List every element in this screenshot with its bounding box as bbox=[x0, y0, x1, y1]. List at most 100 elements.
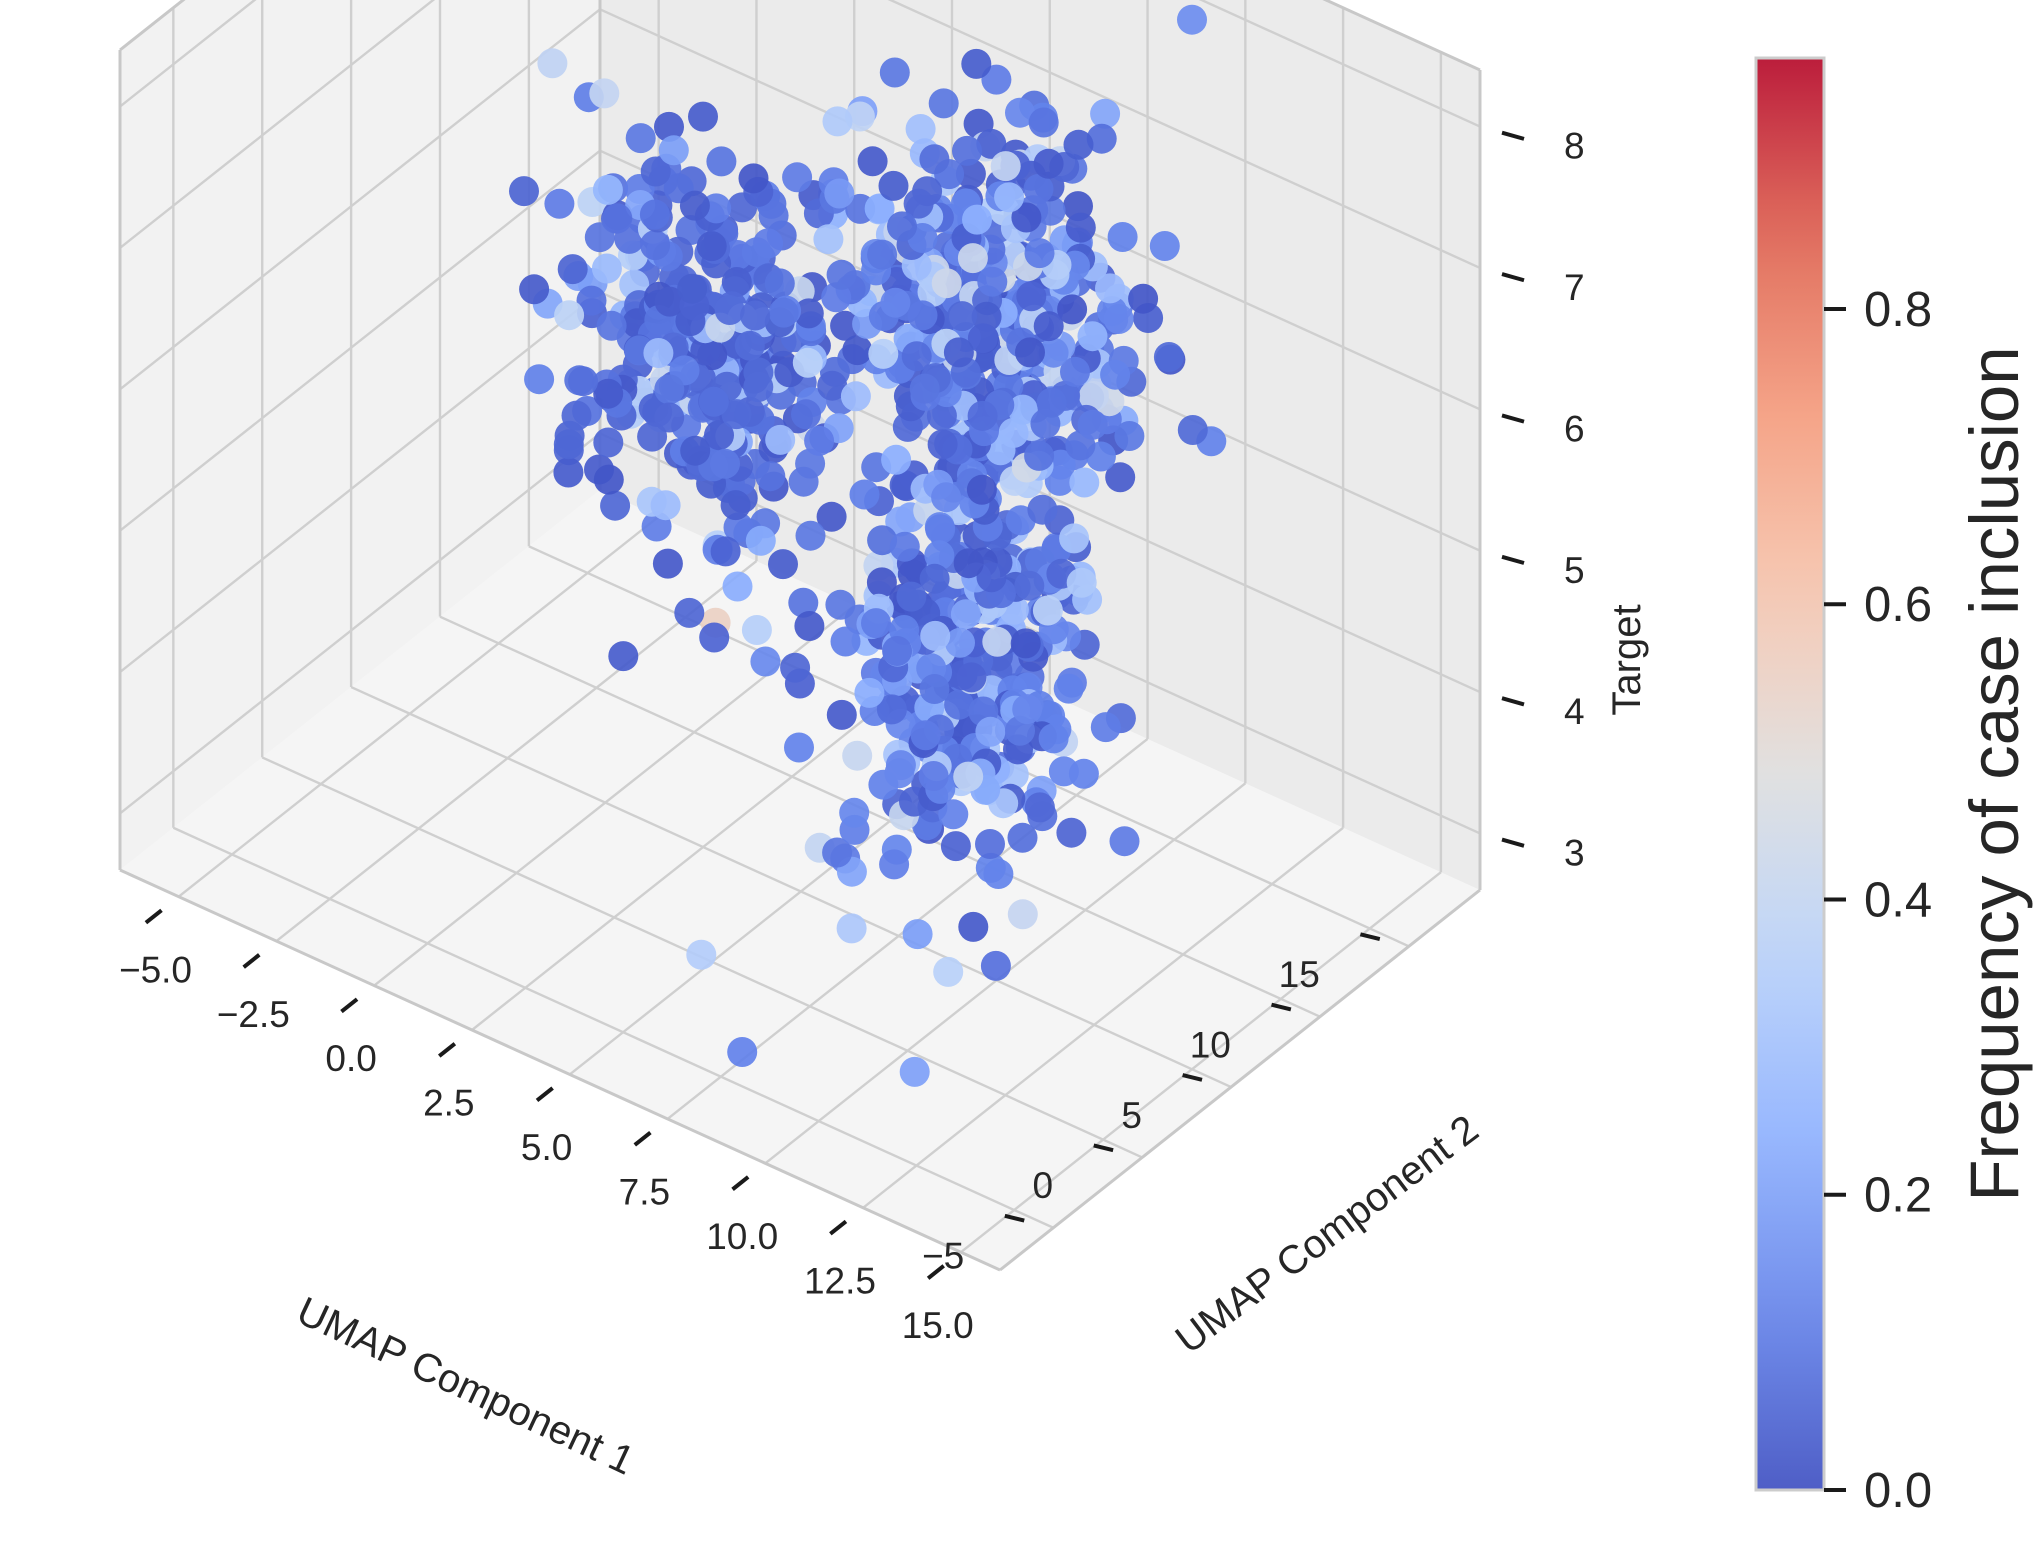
back-top-edge bbox=[1322, 0, 1481, 72]
colorbar-tick-label: 0.0 bbox=[1864, 1464, 1932, 1518]
scatter-point bbox=[1077, 409, 1108, 440]
z-tick-label: 3 bbox=[1564, 833, 1585, 874]
colorbar-ticks: 0.0 0.2 0.4 0.6 0.8 bbox=[1824, 283, 1932, 1518]
scatter-point bbox=[825, 589, 856, 620]
scatter-point bbox=[830, 310, 861, 341]
y-tick-mark bbox=[1004, 1213, 1025, 1223]
x-tick-mark bbox=[535, 1086, 554, 1103]
scatter-point bbox=[982, 626, 1013, 657]
scatter-point bbox=[1023, 174, 1054, 204]
scatter-point bbox=[861, 608, 891, 639]
scatter-point bbox=[804, 425, 835, 456]
scatter-point bbox=[956, 662, 987, 693]
scatter-point bbox=[698, 386, 729, 417]
scatter-point bbox=[710, 536, 741, 567]
scatter-point bbox=[674, 597, 705, 628]
scatter-point bbox=[821, 282, 852, 313]
z-tick-label: 6 bbox=[1564, 409, 1585, 450]
scatter-point bbox=[654, 374, 685, 405]
scatter-point bbox=[994, 182, 1025, 213]
scatter-point bbox=[854, 677, 885, 708]
scatter-point bbox=[840, 381, 871, 412]
scatter-point bbox=[576, 285, 607, 316]
colorbar: 0.0 0.2 0.4 0.6 0.8 Frequency of case inclus… bbox=[1754, 56, 2033, 1518]
scatter-point bbox=[909, 373, 940, 404]
x-tick-mark bbox=[633, 1130, 652, 1147]
scatter-point bbox=[714, 295, 745, 325]
scatter-point bbox=[753, 228, 784, 259]
scatter-point bbox=[788, 587, 819, 618]
scatter-point bbox=[885, 506, 916, 537]
scatter-point bbox=[907, 300, 938, 331]
scatter-point bbox=[1149, 231, 1180, 261]
scatter-point bbox=[1153, 342, 1184, 372]
scatter-point bbox=[849, 479, 880, 510]
scatter-point bbox=[952, 135, 982, 166]
scatter-point bbox=[1097, 296, 1127, 327]
y-tick-label: −5 bbox=[922, 1236, 964, 1277]
z-tick-label: 4 bbox=[1564, 691, 1585, 732]
scatter-point bbox=[677, 273, 708, 304]
scatter-point bbox=[643, 338, 674, 368]
scatter-point bbox=[824, 178, 855, 209]
scatter-point bbox=[1114, 421, 1145, 451]
scatter-point bbox=[554, 300, 585, 331]
scatter-point bbox=[600, 490, 631, 521]
scatter-point bbox=[679, 190, 710, 221]
scatter-point bbox=[688, 101, 718, 132]
scatter-point bbox=[940, 831, 971, 862]
gridline-z-back bbox=[1198, 0, 1481, 128]
scatter-point bbox=[654, 402, 685, 433]
scatter-point bbox=[1086, 123, 1117, 154]
z-axis-ticks: 3 4 5 6 7 8 bbox=[1501, 126, 1585, 874]
scatter-point bbox=[983, 859, 1014, 889]
scatter-point bbox=[792, 347, 823, 378]
scatter-point bbox=[568, 366, 599, 397]
scatter-point bbox=[710, 448, 740, 479]
scatter-point bbox=[1090, 98, 1121, 129]
scatter-point bbox=[867, 525, 898, 556]
scatter-point bbox=[561, 400, 592, 431]
colorbar-tick-label: 0.8 bbox=[1864, 283, 1932, 337]
scatter-point bbox=[1014, 570, 1045, 601]
scatter-point bbox=[589, 78, 620, 109]
scatter-point bbox=[1095, 273, 1125, 304]
scatter-point bbox=[826, 699, 857, 730]
y-tick-label: 10 bbox=[1190, 1025, 1231, 1066]
scatter-point bbox=[794, 611, 825, 641]
scatter-point bbox=[768, 297, 799, 328]
scatter-point bbox=[961, 48, 992, 79]
scatter-point bbox=[857, 146, 888, 177]
scatter-point bbox=[926, 400, 957, 431]
scatter-point bbox=[976, 562, 1007, 593]
scatter-point bbox=[699, 622, 730, 653]
scatter-point bbox=[780, 652, 811, 683]
scatter-point bbox=[591, 253, 622, 284]
scatter-point bbox=[919, 144, 950, 175]
scatter-point bbox=[654, 286, 685, 317]
scatter-point bbox=[884, 758, 915, 789]
gridline-y-floor bbox=[172, 826, 1054, 1229]
scatter-point bbox=[784, 732, 814, 763]
scatter-point bbox=[844, 101, 875, 132]
scatter-point bbox=[980, 950, 1011, 981]
gridline-z-left bbox=[119, 149, 601, 532]
scatter-point bbox=[1177, 4, 1207, 35]
y-tick-mark bbox=[1271, 1002, 1292, 1012]
scatter-point bbox=[1033, 148, 1064, 179]
scatter-point bbox=[919, 674, 950, 704]
x-tick-mark bbox=[242, 953, 261, 969]
scatter-point bbox=[745, 525, 776, 556]
scatter-point bbox=[813, 224, 844, 255]
scatter-point bbox=[544, 188, 575, 219]
z-tick-mark bbox=[1501, 696, 1525, 707]
scatter-point bbox=[1016, 281, 1047, 312]
scatter-point bbox=[919, 563, 950, 594]
scatter-point bbox=[928, 88, 959, 119]
scatter-point bbox=[918, 761, 949, 791]
x-tick-label: 5.0 bbox=[521, 1127, 572, 1168]
scatter-point bbox=[1063, 129, 1094, 160]
scatter-point bbox=[867, 239, 898, 270]
scatter-point bbox=[943, 337, 974, 368]
